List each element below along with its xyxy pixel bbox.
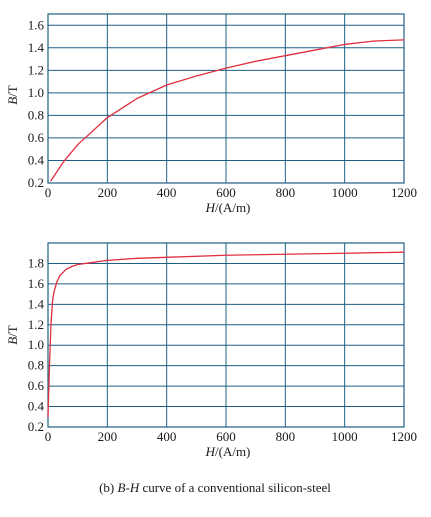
y-axis-unit: /T <box>5 325 20 337</box>
y-tick-label: 0.8 <box>28 107 44 122</box>
bh-curve-point <box>59 275 61 277</box>
y-tick-label: 1.4 <box>28 296 45 311</box>
bh-curve-point <box>48 365 51 367</box>
x-tick-label: 0 <box>45 429 52 444</box>
y-axis-unit: /T <box>5 85 20 97</box>
x-tick-label: 400 <box>157 429 177 444</box>
x-tick-label: 800 <box>276 185 296 200</box>
chart-panel-2: 0 200 400 600 800 1000 1200 0.2 0.4 0.6 0.8 1.0 1.2 1… <box>5 242 417 459</box>
x-tick-label: 0 <box>45 185 52 200</box>
x-tick-label: 400 <box>157 185 177 200</box>
bh-curve-point <box>62 162 64 164</box>
x-tick-label: 1000 <box>332 185 358 200</box>
y-tick-label: 1.2 <box>28 62 44 77</box>
x-axis-variable: H <box>205 200 216 215</box>
y-tick-label: 1.6 <box>28 276 45 291</box>
y-tick-label: 1.8 <box>28 255 44 270</box>
x-tick-label: 200 <box>98 185 118 200</box>
bh-curve-point <box>53 291 55 293</box>
x-tick-label: 600 <box>216 185 236 200</box>
bh-curve-point <box>225 254 227 256</box>
bh-curve-point <box>344 252 346 254</box>
plot-frame <box>47 242 405 428</box>
bh-curve-point <box>77 263 79 266</box>
y-tick-label: 0.2 <box>28 419 44 434</box>
bh-curve-point <box>106 259 108 261</box>
x-axis-unit: /(A/m) <box>215 200 250 215</box>
bh-curve-point <box>284 253 286 255</box>
caption-prefix: (b) <box>99 480 117 495</box>
y-axis-label: B/T <box>5 325 20 345</box>
y-tick-label: 0.2 <box>28 175 44 190</box>
y-tick-label: 1.0 <box>28 337 44 352</box>
caption-dash: - <box>125 480 129 495</box>
x-axis-variable: H <box>205 444 216 459</box>
bh-curve-point <box>91 261 94 264</box>
caption-rest: curve of a conventional silicon-steel <box>139 480 331 495</box>
bh-curve-point <box>284 55 286 57</box>
y-tick-label: 0.4 <box>28 152 45 167</box>
x-tick-label: 1200 <box>391 185 417 200</box>
x-axis-label: H/(A/m) <box>205 444 251 459</box>
bh-curve-point <box>51 301 54 303</box>
x-tick-label: 800 <box>276 429 296 444</box>
caption-var1: B <box>118 480 126 495</box>
y-tick-label: 1.6 <box>28 17 45 32</box>
y-axis-label: B/T <box>5 85 20 105</box>
chart-panel-1: 0 200 400 600 800 1000 1200 0.2 0.4 0.6 0.8 1.0 1.2 1… <box>5 13 417 215</box>
y-tick-label: 1.2 <box>28 317 44 332</box>
y-tick-label: 0.6 <box>28 378 45 393</box>
y-tick-label: 1.4 <box>28 40 45 55</box>
bh-curve-point <box>50 324 52 326</box>
bh-curve-point <box>136 97 138 100</box>
x-tick-label: 600 <box>216 429 236 444</box>
bh-curve-line <box>50 39 405 182</box>
bh-curve-point <box>403 251 405 253</box>
bh-curve-point <box>166 84 168 86</box>
y-tick-label: 0.6 <box>28 130 45 145</box>
y-tick-label: 0.4 <box>28 399 45 414</box>
bh-curve-point <box>373 40 375 42</box>
y-tick-label: 1.0 <box>28 85 44 100</box>
bh-curve-point <box>255 60 257 62</box>
figure-caption: (b) B-H curve of a conventional silicon-… <box>99 480 331 495</box>
bh-curve-point <box>166 256 168 258</box>
bh-curve-point <box>65 268 67 271</box>
x-tick-label: 1200 <box>391 429 417 444</box>
bh-curve-point <box>71 265 73 268</box>
bh-curve-point <box>77 144 79 146</box>
caption-var2: H <box>129 480 140 495</box>
bh-curve-point <box>106 117 108 119</box>
bh-curve-point <box>403 39 405 41</box>
bh-curve-point <box>225 67 227 69</box>
x-axis-label: H/(A/m) <box>205 200 251 215</box>
bh-curve-point <box>344 43 346 46</box>
y-axis-variable: B <box>5 97 20 105</box>
bh-curve-line <box>47 251 405 417</box>
y-tick-label: 0.8 <box>28 358 44 373</box>
bh-curve-point <box>314 49 316 51</box>
bh-curve-point <box>56 281 58 283</box>
y-axis-variable: B <box>5 337 20 345</box>
x-tick-label: 200 <box>98 429 118 444</box>
x-axis-unit: /(A/m) <box>215 444 250 459</box>
x-tick-label: 1000 <box>332 429 358 444</box>
bh-curve-point <box>136 257 138 259</box>
bh-curve-point <box>47 416 49 418</box>
plot-frame <box>47 13 405 184</box>
bh-curve-point <box>50 180 52 182</box>
bh-curve-point <box>195 75 197 77</box>
